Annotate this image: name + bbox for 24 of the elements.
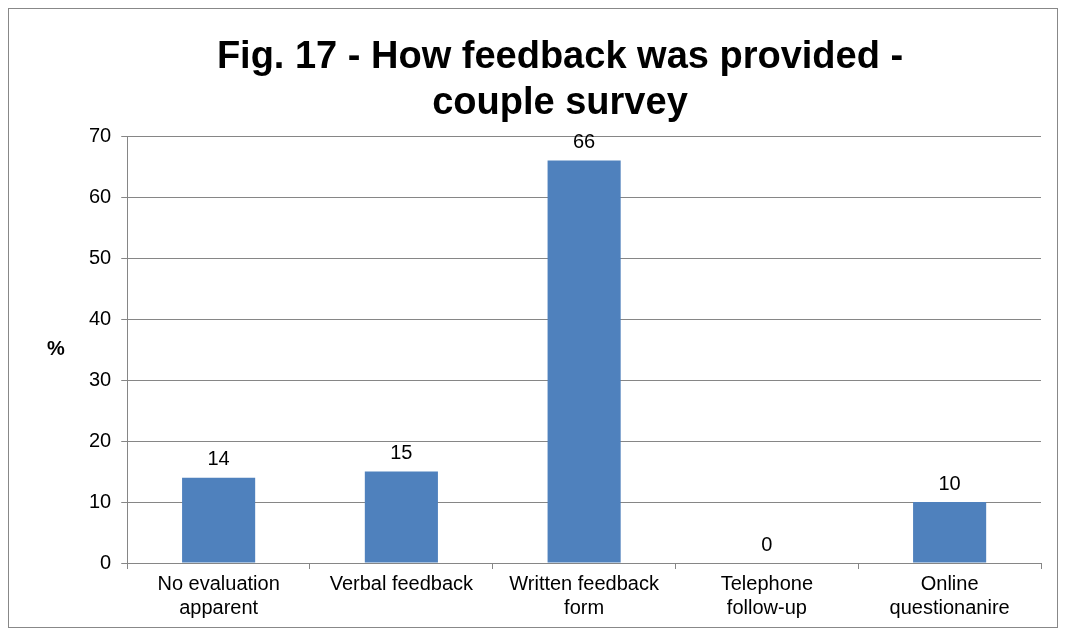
data-label: 15 xyxy=(390,441,413,464)
data-label: 10 xyxy=(938,471,961,494)
y-tick-label: 40 xyxy=(89,306,112,329)
x-tick-label: Telephone follow-up xyxy=(720,571,814,618)
y-tick-label: 20 xyxy=(89,428,112,451)
y-tick-label: 70 xyxy=(89,123,112,146)
data-label: 66 xyxy=(573,130,596,153)
x-tick-label: No evaluation apparent xyxy=(157,571,280,618)
data-label: 14 xyxy=(207,447,230,470)
x-tick-label: Verbal feedback xyxy=(329,571,475,594)
bar xyxy=(913,502,987,563)
y-tick-label: 60 xyxy=(89,184,112,207)
y-tick-label: 30 xyxy=(89,367,112,390)
x-tick-label: Online questionanire xyxy=(889,571,1010,618)
data-label: 0 xyxy=(761,532,773,555)
y-tick-label: 10 xyxy=(89,489,112,512)
bar xyxy=(364,471,438,563)
y-tick-label: 50 xyxy=(89,245,112,268)
y-tick-label: 0 xyxy=(100,550,112,573)
bar xyxy=(182,477,256,563)
x-tick-label: Written feedback form xyxy=(509,571,660,618)
chart-title: Fig. 17 - How feedback was provided - couple survey xyxy=(216,34,904,122)
y-axis-title: % xyxy=(47,337,66,360)
bar xyxy=(547,160,621,563)
